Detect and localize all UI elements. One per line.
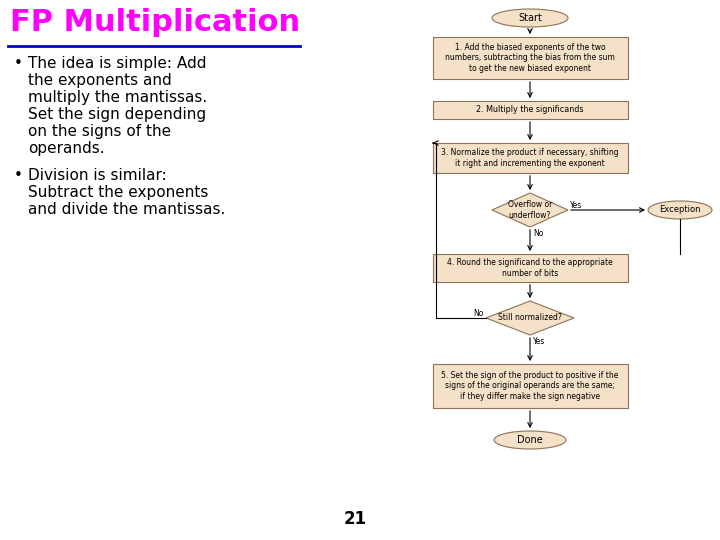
Text: Division is similar:: Division is similar: xyxy=(28,168,167,183)
Text: No: No xyxy=(533,229,544,238)
Text: FP Multiplication: FP Multiplication xyxy=(10,8,300,37)
Polygon shape xyxy=(486,301,574,335)
Text: 2. Multiply the significands: 2. Multiply the significands xyxy=(476,105,584,114)
Polygon shape xyxy=(492,193,568,227)
Ellipse shape xyxy=(648,201,712,219)
Text: 4. Round the significand to the appropriate
number of bits: 4. Round the significand to the appropri… xyxy=(447,258,613,278)
Bar xyxy=(433,254,628,282)
Text: Yes: Yes xyxy=(570,200,582,210)
Text: Still normalized?: Still normalized? xyxy=(498,314,562,322)
Text: Exception: Exception xyxy=(660,206,701,214)
Text: •: • xyxy=(14,56,23,71)
Text: operands.: operands. xyxy=(28,141,104,156)
Text: Overflow or
underflow?: Overflow or underflow? xyxy=(508,200,552,220)
Text: multiply the mantissas.: multiply the mantissas. xyxy=(28,90,207,105)
Text: 21: 21 xyxy=(343,510,366,528)
Bar xyxy=(433,143,628,173)
Text: Set the sign depending: Set the sign depending xyxy=(28,107,206,122)
Text: 1. Add the biased exponents of the two
numbers, subtracting the bias from the su: 1. Add the biased exponents of the two n… xyxy=(445,43,615,73)
Text: the exponents and: the exponents and xyxy=(28,73,172,88)
Ellipse shape xyxy=(492,9,568,27)
Text: •: • xyxy=(14,168,23,183)
Text: on the signs of the: on the signs of the xyxy=(28,124,171,139)
Text: The idea is simple: Add: The idea is simple: Add xyxy=(28,56,207,71)
Text: Subtract the exponents: Subtract the exponents xyxy=(28,185,208,200)
Text: and divide the mantissas.: and divide the mantissas. xyxy=(28,202,225,217)
Ellipse shape xyxy=(494,431,566,449)
Text: 5. Set the sign of the product to positive if the
signs of the original operands: 5. Set the sign of the product to positi… xyxy=(441,371,618,401)
Bar xyxy=(433,37,628,79)
Bar xyxy=(433,364,628,408)
Text: No: No xyxy=(474,308,484,318)
Text: 3. Normalize the product if necessary, shifting
it right and incrementing the ex: 3. Normalize the product if necessary, s… xyxy=(441,148,618,168)
Text: Start: Start xyxy=(518,13,542,23)
Text: Yes: Yes xyxy=(533,337,545,346)
Text: Done: Done xyxy=(517,435,543,445)
Bar xyxy=(433,101,628,119)
